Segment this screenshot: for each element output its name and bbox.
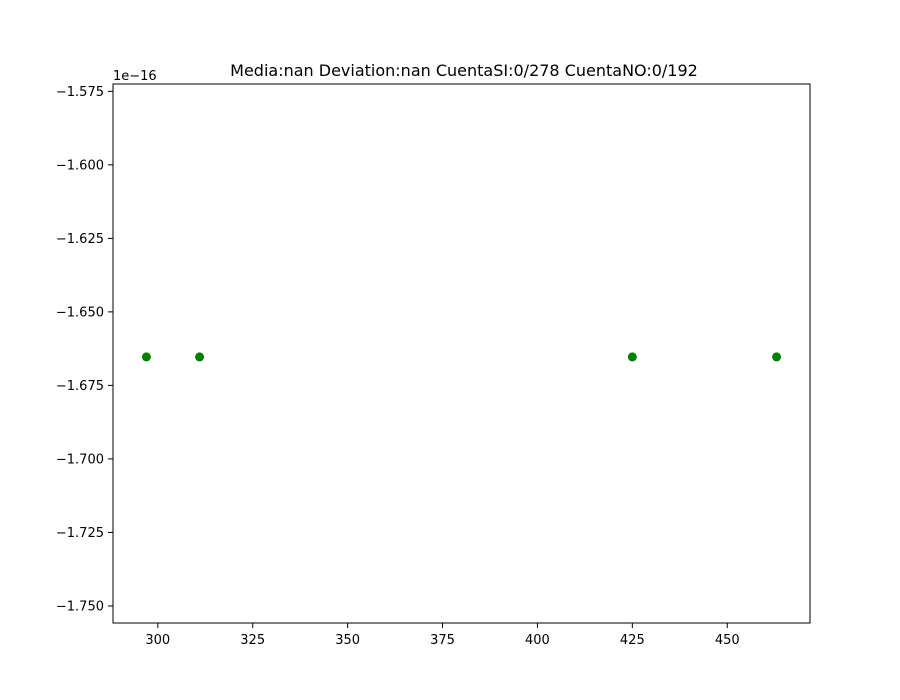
x-tick-label: 450 [715, 633, 740, 648]
y-tick-label: −1.750 [56, 599, 104, 614]
x-tick-label: 400 [525, 633, 550, 648]
y-tick-label: −1.675 [56, 379, 104, 394]
x-tick-label: 350 [335, 633, 360, 648]
x-tick-label: 300 [145, 633, 170, 648]
data-point [772, 352, 782, 362]
y-tick-label: −1.600 [56, 158, 104, 173]
data-point [195, 352, 205, 362]
x-tick-label: 325 [240, 633, 265, 648]
y-axis-offset-label: 1e−16 [113, 69, 157, 84]
plot-area: 300 325 350 375 400 425 450 −1.575 −1.600 −1.625 −… [56, 83, 811, 648]
data-point [627, 352, 637, 362]
y-tick-label: −1.725 [56, 526, 104, 541]
axes-frame [112, 83, 811, 624]
x-tick-label: 425 [620, 633, 645, 648]
y-tick-label: −1.575 [56, 85, 104, 100]
y-tick-label: −1.650 [56, 305, 104, 320]
y-tick-label: −1.700 [56, 452, 104, 467]
y-tick-label: −1.625 [56, 232, 104, 247]
chart-title: Media:nan Deviation:nan CuentaSI:0/278 C… [230, 61, 698, 80]
x-tick-label: 375 [430, 633, 455, 648]
data-point [141, 352, 151, 362]
